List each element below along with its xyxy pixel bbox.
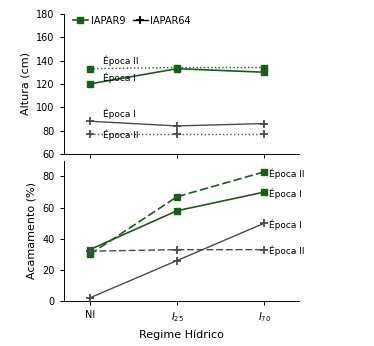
Y-axis label: Altura (cm): Altura (cm) xyxy=(21,52,31,115)
Text: Época I: Época I xyxy=(269,219,301,230)
Text: Época II: Época II xyxy=(269,168,304,179)
Text: Época II: Época II xyxy=(103,56,138,66)
Y-axis label: Acamamento (%): Acamamento (%) xyxy=(27,182,37,280)
Text: Época I: Época I xyxy=(103,109,136,119)
Text: Época II: Época II xyxy=(269,246,304,256)
X-axis label: Regime Hídrico: Regime Hídrico xyxy=(139,329,224,340)
Text: Época II: Época II xyxy=(103,129,138,140)
Text: Época I: Época I xyxy=(103,72,136,83)
Text: Época I: Época I xyxy=(269,188,301,199)
Legend: IAPAR9, IAPAR64: IAPAR9, IAPAR64 xyxy=(73,16,191,26)
